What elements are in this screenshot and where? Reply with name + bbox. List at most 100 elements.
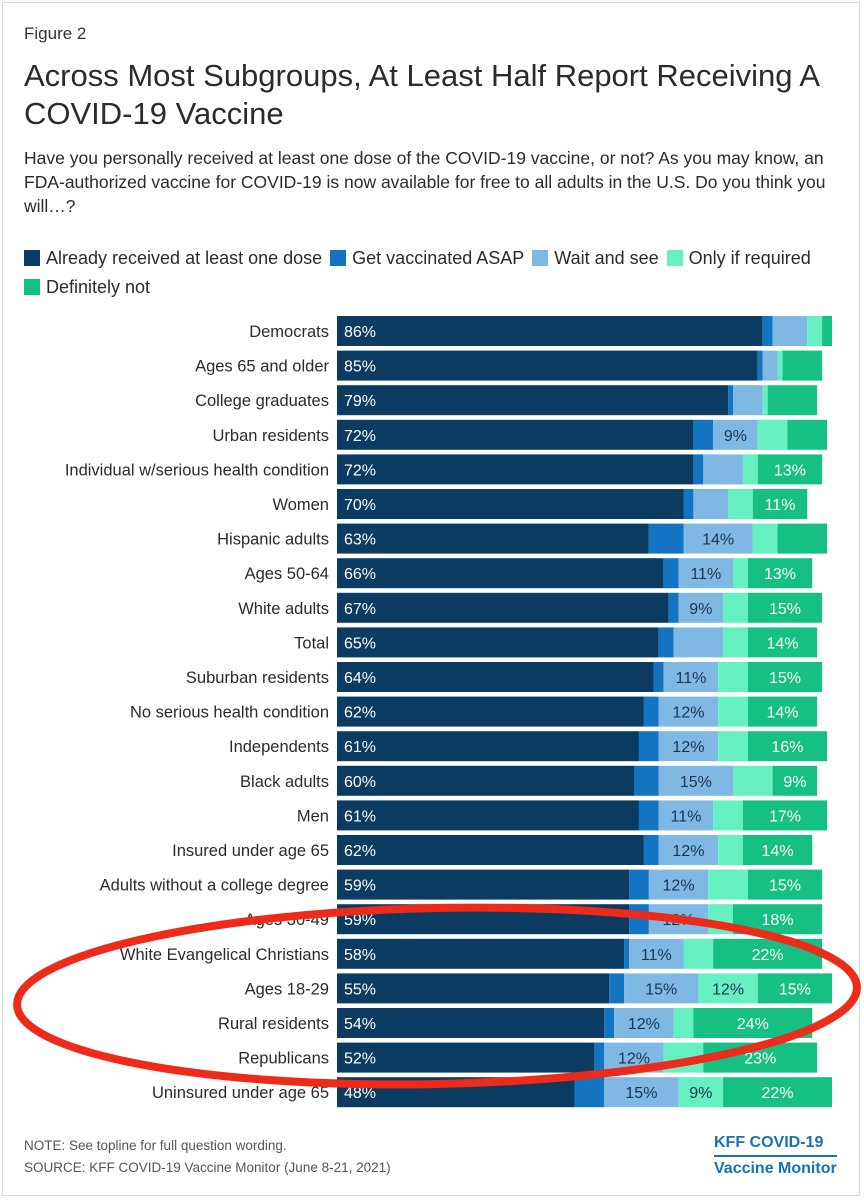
bar-segment	[787, 419, 828, 450]
bar-segment	[594, 1042, 605, 1073]
bar-segment	[673, 1008, 694, 1038]
bar-segment	[337, 350, 758, 381]
data-label: 62%	[344, 843, 376, 860]
data-label: 72%	[344, 428, 376, 445]
bar-segment	[337, 385, 729, 416]
data-label: 15%	[769, 670, 801, 687]
bar-segment	[708, 869, 748, 900]
data-label: 11%	[671, 808, 702, 825]
category-label: Hispanic adults	[217, 531, 329, 549]
category-label: Ages 50-64	[245, 565, 329, 583]
bar-segment	[777, 523, 828, 554]
bar-segment	[747, 592, 823, 623]
category-label: Black adults	[240, 773, 329, 791]
category-label: Ages 65 and older	[195, 358, 329, 376]
bar-segment	[337, 489, 684, 519]
data-label: 86%	[344, 324, 376, 341]
data-label: 12%	[618, 1051, 650, 1068]
category-label: Total	[294, 634, 329, 652]
category-label: Adults without a college degree	[100, 877, 329, 895]
bar-segment	[757, 350, 763, 381]
bar-segment	[747, 558, 813, 589]
data-label: 12%	[672, 739, 704, 756]
bar-segment	[762, 385, 768, 416]
bar-segment	[668, 592, 679, 623]
data-label: 14%	[766, 705, 798, 722]
bar-segment	[337, 1042, 595, 1073]
bar-segment	[643, 835, 659, 865]
bar-segment	[337, 627, 659, 658]
bar-segment	[713, 800, 743, 831]
bar-segment	[807, 316, 823, 346]
bar-segment	[643, 696, 659, 727]
bar-segment	[337, 592, 669, 623]
category-label: Republicans	[238, 1050, 329, 1068]
data-label: 12%	[628, 1016, 660, 1033]
data-label: 12%	[672, 705, 704, 722]
highlight-ellipse	[13, 903, 861, 1089]
legend-item: Already received at least one dose	[24, 244, 322, 273]
data-label: 85%	[344, 359, 376, 376]
bar-segment	[337, 523, 649, 554]
data-label: 9%	[689, 601, 712, 618]
bar-segment	[634, 765, 659, 796]
data-label: 12%	[672, 843, 704, 860]
legend-swatch	[532, 250, 549, 266]
data-label: 11%	[690, 566, 721, 583]
data-label: 63%	[344, 532, 376, 549]
legend-item: Get vaccinated ASAP	[330, 244, 524, 273]
data-label: 11%	[676, 670, 707, 687]
data-label: 15%	[645, 981, 677, 998]
data-label: 24%	[737, 1016, 769, 1033]
data-label: 11%	[641, 947, 672, 964]
bar-segment	[337, 696, 644, 727]
bar-segment	[742, 835, 813, 865]
bar-segment	[337, 835, 644, 865]
bar-segment	[629, 869, 649, 900]
data-label: 12%	[663, 878, 695, 895]
bar-segment	[604, 1077, 679, 1108]
bar-segment	[733, 385, 763, 416]
bar-segment	[718, 696, 748, 727]
bar-segment	[337, 938, 625, 969]
bar-segment	[777, 350, 783, 381]
bar-segment	[337, 454, 694, 485]
bar-segment	[752, 489, 808, 519]
bar-segment	[337, 869, 630, 900]
bar-segment	[663, 558, 679, 589]
bar-segment	[337, 973, 610, 1004]
bar-segment	[757, 454, 823, 485]
bar-segment	[663, 662, 719, 692]
bar-segment	[762, 350, 778, 381]
bar-segment	[723, 1077, 832, 1108]
bar-segment	[718, 731, 748, 762]
bar-segment	[747, 731, 828, 762]
brand-logo: KFF COVID-19 Vaccine Monitor	[714, 1131, 846, 1181]
bar-segment	[337, 765, 634, 796]
category-label: No serious health condition	[130, 704, 329, 722]
data-label: 14%	[702, 532, 734, 549]
bar-segment	[337, 731, 639, 762]
legend-item: Wait and see	[532, 244, 659, 273]
bar-segment	[772, 765, 818, 796]
category-label: Democrats	[249, 323, 329, 341]
data-label: 14%	[762, 843, 794, 860]
data-label: 59%	[344, 878, 376, 895]
bar-segment	[658, 800, 714, 831]
bar-segment	[698, 973, 758, 1004]
bar-segment	[658, 731, 719, 762]
bar-segment	[713, 419, 758, 450]
data-label: 23%	[744, 1051, 776, 1068]
bar-segment	[648, 869, 709, 900]
data-label: 61%	[344, 739, 376, 756]
bar-segment	[624, 938, 630, 969]
legend-label: Definitely not	[46, 277, 151, 297]
category-label: Uninsured under age 65	[152, 1084, 329, 1102]
bar-segment	[757, 419, 788, 450]
bar-segment	[723, 592, 748, 623]
bar-segment	[693, 454, 704, 485]
bar-segment	[624, 973, 699, 1004]
bar-segment	[757, 973, 832, 1004]
